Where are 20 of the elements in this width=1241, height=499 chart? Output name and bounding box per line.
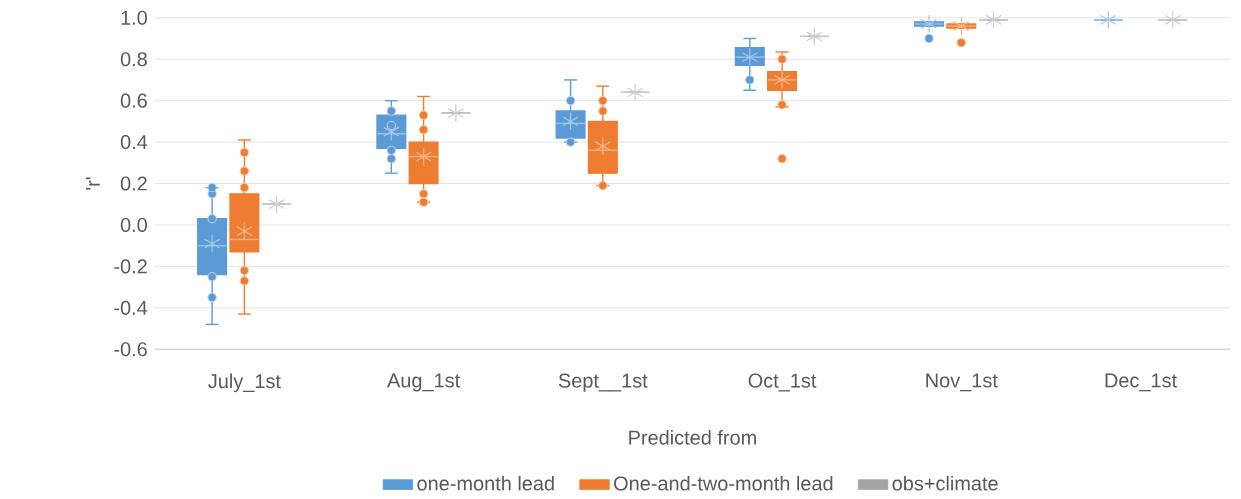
legend-label: one-month lead — [417, 475, 554, 491]
x-tick-label: July_1st — [208, 373, 281, 393]
x-tick-label: Nov_1st — [926, 373, 998, 392]
legend-label: obs+climate — [892, 475, 998, 491]
legend-label: One-and-two-month lead — [614, 475, 833, 491]
x-tick-label: Sept__1st — [558, 373, 648, 392]
y-tick-label: 0.4 — [120, 134, 148, 150]
x-axis-title: Predicted from — [629, 429, 756, 445]
x-tick-label: Oct_1st — [748, 373, 817, 392]
y-tick-label: -0.6 — [114, 342, 147, 357]
y-tick-label: 1.0 — [121, 10, 147, 25]
x-tick-label: Aug_1st — [387, 373, 461, 392]
x-tick-label: Dec_1st — [1105, 373, 1177, 392]
y-tick-label: 0.8 — [120, 52, 147, 67]
y-tick-label: -0.2 — [114, 259, 147, 274]
y-tick-label: 0.0 — [120, 217, 147, 232]
y-tick-label: -0.4 — [114, 300, 148, 315]
y-axis-title: 'r' — [86, 177, 100, 190]
y-tick-label: 0.2 — [120, 176, 147, 191]
y-tick-label: 0.6 — [120, 93, 147, 108]
